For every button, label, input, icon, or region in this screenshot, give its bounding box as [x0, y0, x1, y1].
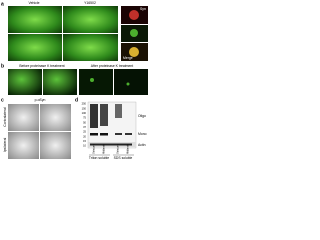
micrograph	[40, 104, 71, 131]
band	[115, 133, 122, 135]
lane-label: Midbrain	[126, 143, 130, 154]
lanes: Striatum Midbrain Striatum Midbrain	[92, 143, 130, 154]
side-label: Syn	[140, 7, 146, 11]
band-label: Actin	[138, 143, 146, 147]
cell	[130, 29, 138, 37]
lane-label: Midbrain	[102, 143, 106, 154]
column-label: After proteinase K treatment	[91, 64, 133, 68]
column-label: Y16502	[84, 1, 96, 5]
band	[90, 143, 132, 146]
marker-label: 150	[82, 106, 87, 110]
marker-label: 250	[82, 102, 87, 106]
cell	[90, 78, 94, 82]
panel-title: p-αSyn	[35, 98, 46, 102]
cell	[129, 10, 139, 20]
marker-label: 25	[83, 130, 86, 134]
lane-label: Striatum	[92, 144, 96, 154]
band	[100, 133, 108, 136]
marker-label: 15	[83, 139, 86, 143]
marker-label: 20	[83, 134, 86, 138]
marker-label: 75	[83, 116, 86, 120]
band-label: Oligo	[138, 114, 146, 118]
micrograph	[79, 69, 113, 95]
column-label: Before proteinase K treatment	[19, 64, 64, 68]
row-label: Ipsilateral	[3, 137, 7, 152]
cell	[126, 82, 130, 86]
side-label: Merge	[123, 56, 133, 60]
panel-label: a	[1, 1, 4, 7]
micrograph	[40, 132, 71, 159]
micrograph	[8, 34, 62, 61]
marker-label: 10	[83, 144, 86, 148]
smear	[100, 104, 108, 126]
micrograph	[8, 6, 62, 33]
marker-label: 50	[83, 120, 86, 124]
figure: a Vehicle Y16502 Syn Merge b Before prot…	[1, 1, 148, 160]
panel-label: c	[1, 97, 4, 103]
micrograph	[8, 132, 39, 159]
band	[90, 133, 98, 136]
micrograph	[63, 34, 118, 61]
smear	[115, 104, 122, 118]
micrograph	[114, 69, 148, 95]
marker-label: 100	[82, 111, 87, 115]
fraction-label: Triton soluble	[89, 156, 109, 160]
fraction-label: SDS soluble	[114, 156, 133, 160]
micrograph	[43, 69, 77, 95]
marker-label: 37	[83, 125, 86, 129]
column-label: Vehicle	[29, 1, 40, 5]
band-label: Mono	[138, 132, 147, 136]
panel-label: b	[1, 63, 4, 69]
smear	[90, 104, 98, 128]
micrograph	[63, 6, 118, 33]
lane-label: Striatum	[116, 144, 120, 154]
band	[125, 133, 132, 135]
row-label: Contralateral	[3, 107, 7, 127]
cell	[129, 47, 139, 57]
micrograph	[8, 104, 39, 131]
micrograph	[8, 69, 42, 95]
panel-label: d	[75, 97, 78, 103]
